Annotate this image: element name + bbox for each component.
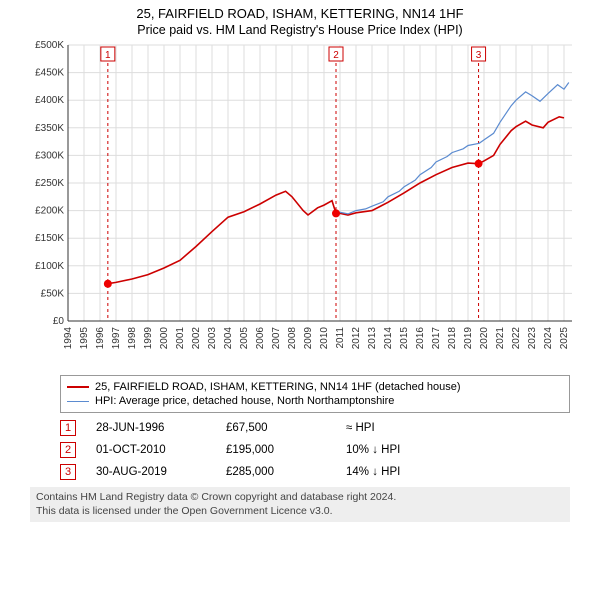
sale-relative-hpi: ≈ HPI [346, 422, 570, 434]
legend-item: 25, FAIRFIELD ROAD, ISHAM, KETTERING, NN… [67, 380, 563, 394]
title-main: 25, FAIRFIELD ROAD, ISHAM, KETTERING, NN… [0, 6, 600, 21]
sale-price: £67,500 [226, 422, 346, 434]
chart-area: £0 £50K £100K £150K £200K £250K £300K £350K £400… [20, 39, 580, 369]
x-tick-label: 2024 [543, 327, 554, 350]
legend-swatch [67, 401, 89, 402]
x-tick-label: 2001 [175, 327, 186, 350]
x-tick-label: 2023 [527, 327, 538, 350]
y-tick-label: £450K [35, 68, 64, 79]
chart-container: 25, FAIRFIELD ROAD, ISHAM, KETTERING, NN… [0, 0, 600, 522]
y-tick-label: £200K [35, 206, 64, 217]
sale-marker-dot [104, 280, 112, 288]
sale-marker-index: 3 [476, 50, 482, 61]
x-tick-label: 2006 [255, 327, 266, 350]
sales-table: 1 28-JUN-1996£67,500≈ HPI 2 01-OCT-2010£195… [60, 417, 570, 483]
x-tick-label: 2004 [223, 327, 234, 350]
title-block: 25, FAIRFIELD ROAD, ISHAM, KETTERING, NN… [0, 0, 600, 39]
x-tick-label: 1996 [95, 327, 106, 350]
x-tick-label: 2008 [287, 327, 298, 350]
y-tick-label: £350K [35, 123, 64, 134]
sale-date: 28-JUN-1996 [96, 422, 226, 434]
legend-label: 25, FAIRFIELD ROAD, ISHAM, KETTERING, NN… [95, 381, 461, 393]
x-tick-label: 1998 [127, 327, 138, 350]
x-tick-label: 2025 [559, 327, 570, 350]
footer-line-2: This data is licensed under the Open Gov… [36, 505, 564, 519]
x-tick-label: 1995 [79, 327, 90, 350]
y-tick-label: £100K [35, 261, 64, 272]
sale-row: 1 28-JUN-1996£67,500≈ HPI [60, 417, 570, 439]
sale-index-badge: 3 [60, 464, 76, 480]
sale-marker-index: 2 [333, 50, 339, 61]
sale-row: 3 30-AUG-2019£285,00014% ↓ HPI [60, 461, 570, 483]
x-tick-label: 2017 [431, 327, 442, 350]
legend-item: HPI: Average price, detached house, Nort… [67, 394, 563, 408]
sale-relative-hpi: 14% ↓ HPI [346, 466, 570, 478]
sale-price: £285,000 [226, 466, 346, 478]
sale-index-badge: 1 [60, 420, 76, 436]
x-tick-label: 2012 [351, 327, 362, 350]
x-tick-label: 2010 [319, 327, 330, 350]
x-tick-label: 1994 [63, 327, 74, 350]
x-tick-label: 2005 [239, 327, 250, 350]
legend-swatch [67, 386, 89, 388]
sale-marker-dot [332, 209, 340, 217]
x-tick-label: 2022 [511, 327, 522, 350]
x-tick-label: 2003 [207, 327, 218, 350]
y-tick-label: £300K [35, 150, 64, 161]
sale-marker-dot [475, 160, 483, 168]
y-tick-label: £400K [35, 95, 64, 106]
y-tick-label: £50K [41, 288, 65, 299]
legend: 25, FAIRFIELD ROAD, ISHAM, KETTERING, NN… [60, 375, 570, 413]
sale-date: 01-OCT-2010 [96, 444, 226, 456]
sale-date: 30-AUG-2019 [96, 466, 226, 478]
sale-relative-hpi: 10% ↓ HPI [346, 444, 570, 456]
x-tick-label: 1999 [143, 327, 154, 350]
x-tick-label: 2020 [479, 327, 490, 350]
footer-attribution: Contains HM Land Registry data © Crown c… [30, 487, 570, 522]
y-tick-label: £500K [35, 40, 64, 51]
y-tick-label: £250K [35, 178, 64, 189]
x-tick-label: 2002 [191, 327, 202, 350]
x-tick-label: 2016 [415, 327, 426, 350]
x-tick-label: 2009 [303, 327, 314, 350]
x-tick-label: 2019 [463, 327, 474, 350]
x-tick-label: 2021 [495, 327, 506, 350]
legend-label: HPI: Average price, detached house, Nort… [95, 395, 394, 407]
x-tick-label: 2011 [335, 327, 346, 349]
sale-price: £195,000 [226, 444, 346, 456]
x-tick-label: 1997 [111, 327, 122, 350]
y-tick-label: £150K [35, 233, 64, 244]
x-tick-label: 2018 [447, 327, 458, 350]
sale-marker-index: 1 [105, 50, 111, 61]
sale-index-badge: 2 [60, 442, 76, 458]
x-tick-label: 2013 [367, 327, 378, 350]
x-tick-label: 2000 [159, 327, 170, 350]
x-tick-label: 2014 [383, 327, 394, 350]
x-tick-label: 2015 [399, 327, 410, 350]
x-tick-label: 2007 [271, 327, 282, 350]
sale-row: 2 01-OCT-2010£195,00010% ↓ HPI [60, 439, 570, 461]
footer-line-1: Contains HM Land Registry data © Crown c… [36, 491, 564, 505]
title-sub: Price paid vs. HM Land Registry's House … [0, 23, 600, 37]
line-chart-svg: £0 £50K £100K £150K £200K £250K £300K £350K £400… [20, 39, 580, 369]
y-tick-label: £0 [53, 316, 65, 327]
